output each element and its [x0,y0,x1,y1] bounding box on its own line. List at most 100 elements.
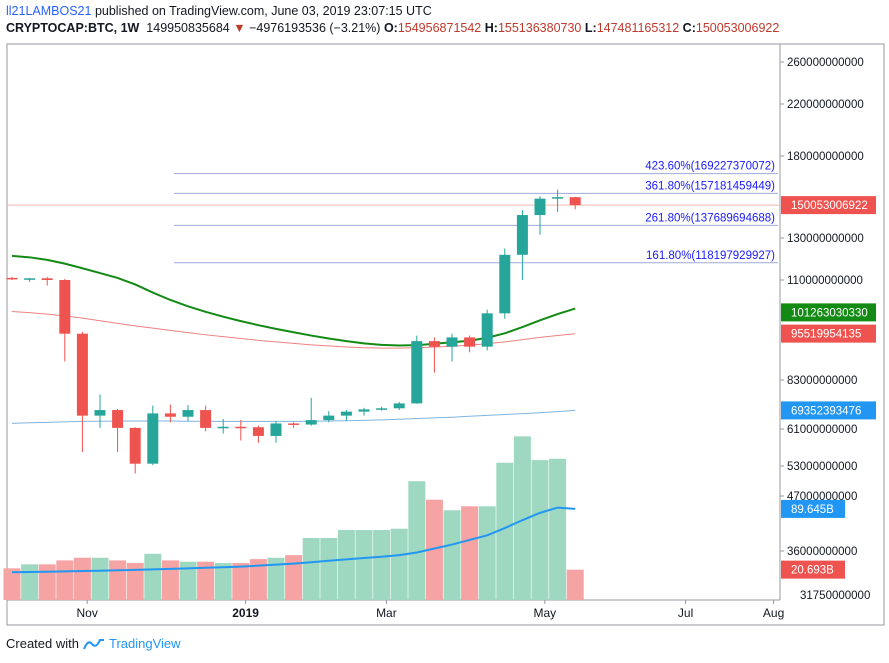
volume-bar [38,564,56,600]
candle-body [358,409,370,412]
candle-body [446,337,458,347]
ohlc-line: CRYPTOCAP:BTC, 1W 149950835684 ▼ −497619… [6,21,779,35]
candle-body [129,427,141,464]
candle-body [340,411,352,416]
candle-body [552,197,564,199]
tradingview-logo-icon [83,638,104,649]
candle-body [59,280,71,334]
price-badges: 150053006922 101263030330 95519954135 69352… [781,196,876,579]
candle-body [235,426,247,429]
candle-body [516,215,528,255]
volume-bar [425,499,443,600]
chart-frame [6,43,885,626]
candle-body [6,277,18,280]
time-tick-label: May [533,606,556,620]
open-value: 154956871542 [397,21,482,35]
candle-body [24,278,36,280]
volume-bar [513,436,531,600]
volume-bar [232,563,250,600]
volume-bar [144,553,162,600]
price-tick-label: 53000000000 [787,461,857,473]
price-badge-text: 101263030330 [791,307,868,319]
volume-badge-bg [781,560,845,579]
volume-badge-bg [781,499,845,518]
low-label: L: [584,21,597,35]
volume-bar [91,557,109,600]
price-badge-text: 150053006922 [791,200,868,212]
candle-body [270,423,282,436]
candle-body [534,198,546,216]
candle-body [164,413,176,417]
time-tick-label: Mar [376,606,397,620]
fib-level-label: 423.60%(169227370072) [645,161,775,173]
candle-body [411,341,423,404]
publisher-name[interactable]: ll21LAMBOS21 [6,4,92,18]
candle-body [200,410,212,428]
volume-pane [3,436,584,600]
candle-body [252,427,264,436]
volume-bar [197,561,215,600]
candle-body [376,408,388,410]
ma-long-line [11,254,576,347]
time-axis-labels: Nov 2019 Mar May Jul Aug [77,600,784,620]
fib-extension-levels: 423.60%(169227370072) 361.80%(15718145944… [7,161,780,264]
volume-badge-text: 20.693B [791,565,834,577]
volume-ma-line [11,506,576,574]
price-badge-bg [781,303,876,322]
price-tick-label: 61000000000 [787,424,857,436]
volume-bar [179,561,197,600]
price-badge-text: 69352393476 [791,405,861,417]
volume-bar [566,569,584,600]
candle-body [481,313,493,347]
open-label: O: [383,21,398,35]
price-badge-bg [781,324,876,343]
volume-bar [461,506,479,600]
candle-body [94,410,106,416]
candle-body [464,337,476,347]
volume-bar [109,560,127,600]
candle-body [217,426,229,429]
volume-bar [126,563,144,600]
high-value: 155136380730 [497,21,582,35]
candle-body [112,410,124,428]
price-badge-bg [781,196,876,215]
publish-line: ll21LAMBOS21 published on TradingView.co… [6,4,432,18]
volume-axis-label: 31750000000 [800,590,870,602]
price-tick-label: 130000000000 [787,233,864,245]
last-price: 149950835684 [146,21,230,35]
volume-bar [443,510,461,600]
price-badge-bg [781,401,876,420]
volume-bar [373,530,391,600]
candle-body [428,341,440,347]
price-tick-label: 83000000000 [787,375,857,387]
price-tick-label: 260000000000 [787,57,864,69]
down-triangle-icon: ▼ [233,21,246,35]
time-tick-label: 2019 [232,606,259,620]
time-tick-label: Aug [763,606,784,620]
volume-bar [302,537,320,600]
price-tick-label: 180000000000 [787,151,864,163]
footer: Created with TradingView [6,636,181,651]
candle-body [305,420,317,425]
volume-badge-text: 89.645B [791,504,834,516]
fib-level-label: 261.80%(137689694688) [645,212,775,224]
volume-bar [214,563,232,600]
volume-bar [478,506,496,600]
price-tick-label: 110000000000 [787,275,863,287]
volume-bar [267,557,285,600]
candles [6,189,581,474]
price-change: −4976193536 (−3.21%) [249,21,381,35]
volume-bar [337,530,355,600]
volume-bar [320,537,338,600]
price-tick-label: 220000000000 [787,99,864,111]
low-value: 147481165312 [596,21,680,35]
candle-body [323,415,335,421]
volume-bar [408,481,426,600]
volume-bar [355,530,373,600]
created-with-text: Created with [6,636,79,651]
close-value: 150053006922 [695,21,780,35]
moving-averages [11,254,576,424]
tradingview-brand-link[interactable]: TradingView [108,636,181,651]
published-text: published on TradingView.com, June 03, 2… [94,4,432,18]
